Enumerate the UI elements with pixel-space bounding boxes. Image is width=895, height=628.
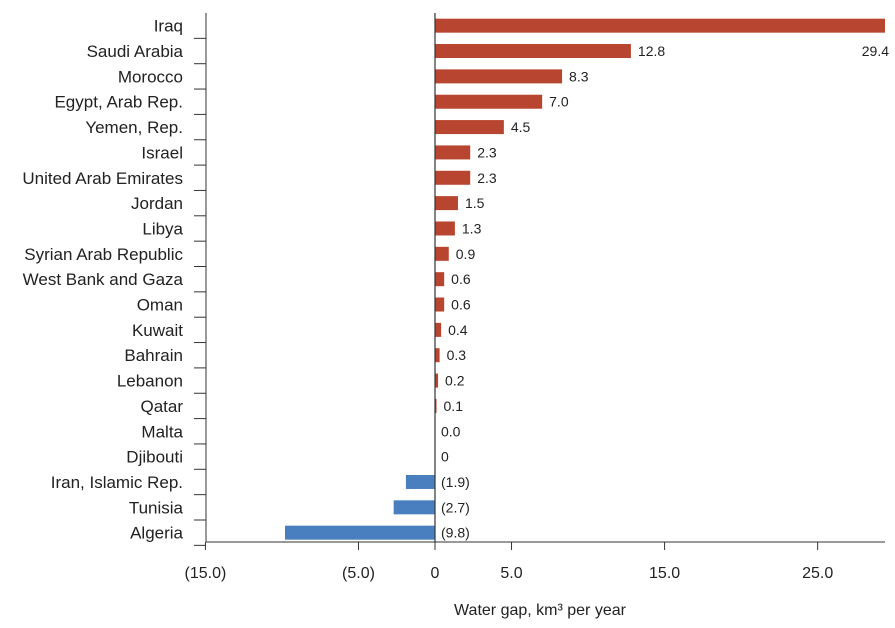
category-label-jordan: Jordan (131, 194, 183, 213)
bar-morocco (435, 69, 563, 84)
value-label-syrian-arab-republic: 0.9 (456, 246, 476, 262)
category-label-egypt-arab-rep: Egypt, Arab Rep. (54, 93, 183, 112)
category-label-kuwait: Kuwait (132, 321, 183, 340)
bar-bahrain (435, 348, 440, 363)
x-axis-title: Water gap, km³ per year (454, 602, 627, 619)
value-label-egypt-arab-rep: 7.0 (549, 94, 569, 110)
bar-tunisia (393, 500, 435, 515)
x-tick-label-2: 0 (431, 565, 440, 582)
category-label-djibouti: Djibouti (126, 448, 183, 467)
value-label-jordan: 1.5 (465, 195, 485, 211)
category-label-algeria: Algeria (130, 524, 183, 543)
category-label-yemen-rep: Yemen, Rep. (85, 118, 183, 137)
category-label-syrian-arab-republic: Syrian Arab Republic (24, 245, 183, 264)
value-label-tunisia: (2.7) (441, 499, 470, 515)
bar-israel (435, 145, 471, 160)
category-label-iran-islamic-rep: Iran, Islamic Rep. (51, 473, 183, 492)
x-tick-label-5: 25.0 (802, 565, 833, 582)
bar-egypt-arab-rep (435, 94, 543, 109)
value-label-kuwait: 0.4 (448, 322, 468, 338)
category-label-iraq: Iraq (154, 17, 183, 36)
category-label-qatar: Qatar (140, 397, 183, 416)
value-label-lebanon: 0.2 (445, 373, 465, 389)
value-label-bahrain: 0.3 (447, 347, 467, 363)
value-label-djibouti: 0 (441, 449, 449, 465)
bar-iran-islamic-rep (405, 474, 435, 489)
category-label-saudi-arabia: Saudi Arabia (87, 42, 184, 61)
value-label-saudi-arabia: 12.8 (638, 43, 665, 59)
bar-oman (435, 297, 445, 312)
bar-yemen-rep (435, 120, 504, 135)
value-labels-group: 29.4 12.8 8.37.0 4.5 2.3 2.3 1.5 1.3 0.9 0.6 0.6 0.… (441, 43, 889, 541)
value-label-israel: 2.3 (477, 144, 497, 160)
bar-saudi-arabia (435, 44, 631, 59)
bar-iraq (435, 18, 885, 33)
value-label-iran-islamic-rep: (1.9) (441, 474, 470, 490)
category-label-united-arab-emirates: United Arab Emirates (22, 169, 183, 188)
value-label-algeria: (9.8) (441, 525, 470, 541)
value-label-united-arab-emirates: 2.3 (477, 170, 497, 186)
bar-united-arab-emirates (435, 170, 471, 185)
value-label-qatar: 0.1 (444, 398, 464, 414)
x-ticks-group: (15.0) (5.0) 0 5.0 15.0 25.0 (185, 542, 833, 582)
value-label-west-bank-and-gaza: 0.6 (451, 271, 471, 287)
category-label-lebanon: Lebanon (117, 372, 183, 391)
category-label-tunisia: Tunisia (129, 498, 184, 517)
category-label-malta: Malta (141, 422, 183, 441)
category-label-oman: Oman (137, 296, 183, 315)
bar-jordan (435, 196, 458, 211)
bars-group (285, 18, 885, 540)
bar-lebanon (435, 373, 439, 388)
value-label-yemen-rep: 4.5 (511, 119, 531, 135)
x-tick-label-4: 15.0 (649, 565, 680, 582)
value-label-libya: 1.3 (462, 220, 482, 236)
category-labels-group: Iraq Saudi Arabia Morocco Egypt, Arab Rep. Y… (22, 17, 183, 543)
x-tick-label-0: (15.0) (185, 565, 227, 582)
bar-syrian-arab-republic (435, 246, 449, 261)
bar-libya (435, 221, 455, 236)
bar-west-bank-and-gaza (435, 272, 445, 287)
x-tick-label-3: 5.0 (500, 565, 522, 582)
category-label-bahrain: Bahrain (124, 346, 183, 365)
category-label-israel: Israel (141, 143, 183, 162)
bar-qatar (435, 398, 437, 413)
bar-algeria (285, 525, 435, 540)
value-label-malta: 0.0 (441, 423, 461, 439)
value-label-oman: 0.6 (451, 297, 471, 313)
value-label-iraq: 29.4 (862, 43, 889, 59)
category-label-morocco: Morocco (118, 67, 183, 86)
axes-group (194, 13, 885, 546)
bar-kuwait (435, 322, 442, 337)
category-label-west-bank-and-gaza: West Bank and Gaza (23, 270, 184, 289)
value-label-morocco: 8.3 (569, 68, 589, 84)
x-tick-label-1: (5.0) (342, 565, 375, 582)
category-label-libya: Libya (142, 219, 183, 238)
